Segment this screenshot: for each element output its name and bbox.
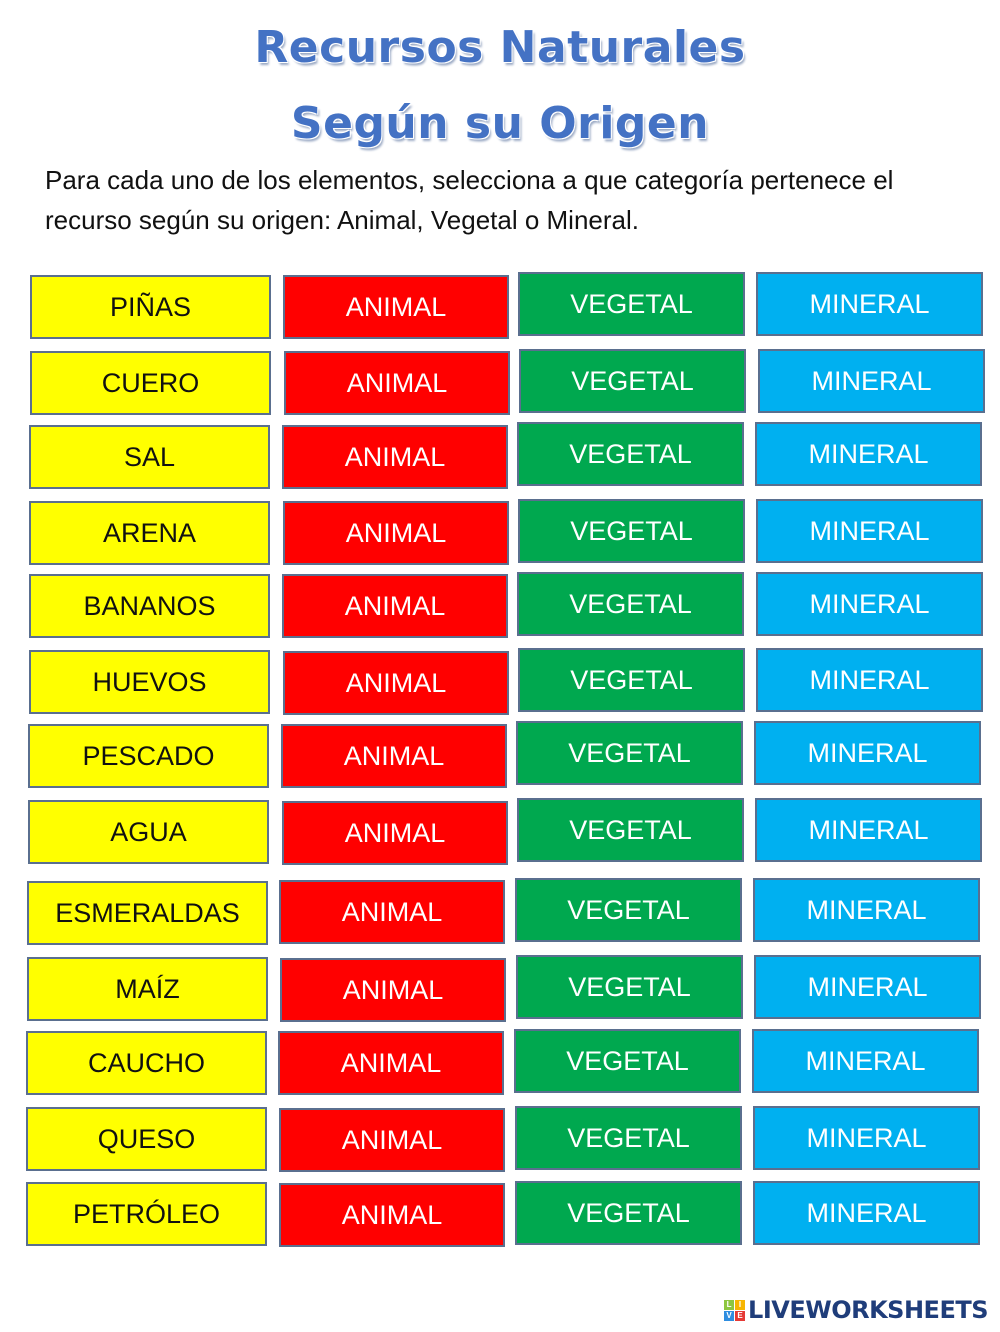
option-animal[interactable]: ANIMAL	[283, 651, 509, 715]
option-mineral[interactable]: MINERAL	[755, 798, 982, 862]
option-vegetal[interactable]: VEGETAL	[516, 955, 743, 1019]
option-mineral[interactable]: MINERAL	[754, 721, 981, 785]
option-animal[interactable]: ANIMAL	[278, 1031, 504, 1095]
resource-item: ESMERALDAS	[27, 881, 268, 945]
option-vegetal[interactable]: VEGETAL	[515, 1106, 742, 1170]
option-mineral[interactable]: MINERAL	[756, 272, 983, 336]
option-vegetal[interactable]: VEGETAL	[518, 499, 745, 563]
option-animal[interactable]: ANIMAL	[279, 880, 505, 944]
instructions: Para cada uno de los elementos, seleccio…	[45, 165, 894, 235]
resource-item: CAUCHO	[26, 1031, 267, 1095]
option-animal[interactable]: ANIMAL	[282, 574, 508, 638]
option-animal[interactable]: ANIMAL	[279, 1108, 505, 1172]
liveworksheets-logo: L I V E LIVEWORKSHEETS	[724, 1296, 988, 1324]
option-mineral[interactable]: MINERAL	[758, 349, 985, 413]
resource-item: MAÍZ	[27, 957, 268, 1021]
resource-item: PESCADO	[28, 724, 269, 788]
resource-item: BANANOS	[29, 574, 270, 638]
page-title-line2: Según su Origen	[290, 98, 710, 149]
option-vegetal[interactable]: VEGETAL	[517, 798, 744, 862]
option-mineral[interactable]: MINERAL	[754, 955, 981, 1019]
resource-item: ARENA	[29, 501, 270, 565]
option-vegetal[interactable]: VEGETAL	[515, 878, 742, 942]
resource-item: CUERO	[30, 351, 271, 415]
resource-item: PIÑAS	[30, 275, 271, 339]
option-mineral[interactable]: MINERAL	[755, 422, 982, 486]
page-title-line1: Recursos Naturales	[254, 22, 746, 73]
option-animal[interactable]: ANIMAL	[279, 1183, 505, 1247]
resource-item: PETRÓLEO	[26, 1182, 267, 1246]
option-vegetal[interactable]: VEGETAL	[519, 349, 746, 413]
option-mineral[interactable]: MINERAL	[753, 878, 980, 942]
option-mineral[interactable]: MINERAL	[753, 1106, 980, 1170]
option-vegetal[interactable]: VEGETAL	[514, 1029, 741, 1093]
option-vegetal[interactable]: VEGETAL	[518, 648, 745, 712]
option-animal[interactable]: ANIMAL	[280, 958, 506, 1022]
brand-name: LIVEWORKSHEETS	[748, 1296, 988, 1324]
resource-item: AGUA	[28, 800, 269, 864]
option-mineral[interactable]: MINERAL	[752, 1029, 979, 1093]
option-mineral[interactable]: MINERAL	[753, 1181, 980, 1245]
resource-item: QUESO	[26, 1107, 267, 1171]
option-animal[interactable]: ANIMAL	[282, 425, 508, 489]
option-mineral[interactable]: MINERAL	[756, 648, 983, 712]
option-animal[interactable]: ANIMAL	[283, 275, 509, 339]
resource-item: SAL	[29, 425, 270, 489]
live-blocks-icon: L I V E	[724, 1299, 746, 1321]
option-animal[interactable]: ANIMAL	[281, 724, 507, 788]
option-animal[interactable]: ANIMAL	[283, 501, 509, 565]
option-vegetal[interactable]: VEGETAL	[518, 272, 745, 336]
option-mineral[interactable]: MINERAL	[756, 572, 983, 636]
resource-item: HUEVOS	[29, 650, 270, 714]
option-vegetal[interactable]: VEGETAL	[516, 721, 743, 785]
option-vegetal[interactable]: VEGETAL	[517, 572, 744, 636]
option-animal[interactable]: ANIMAL	[284, 351, 510, 415]
option-vegetal[interactable]: VEGETAL	[517, 422, 744, 486]
option-vegetal[interactable]: VEGETAL	[515, 1181, 742, 1245]
option-mineral[interactable]: MINERAL	[756, 499, 983, 563]
option-animal[interactable]: ANIMAL	[282, 801, 508, 865]
